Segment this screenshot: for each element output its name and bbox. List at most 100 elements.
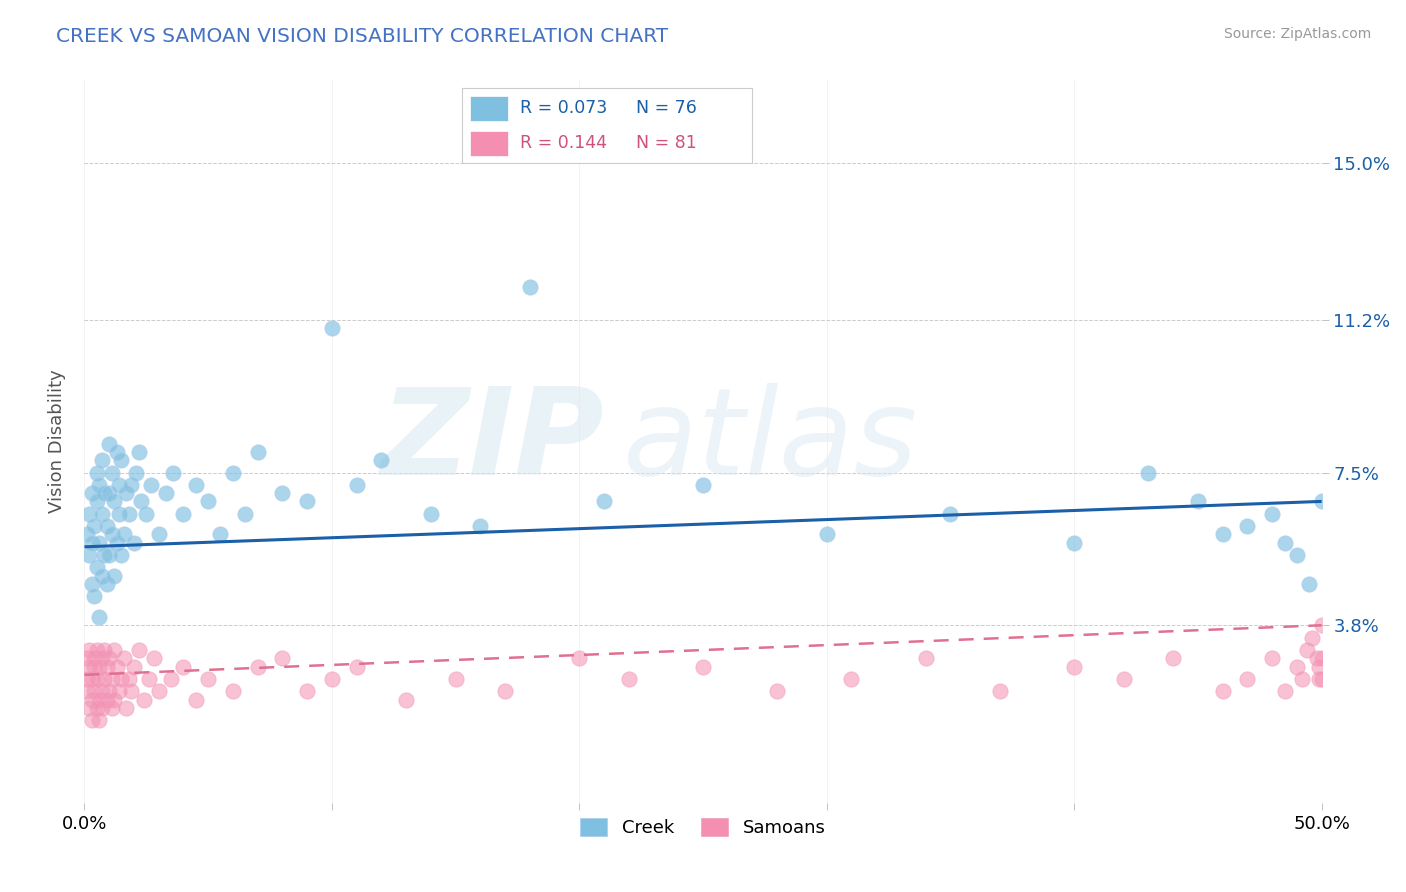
Legend: Creek, Samoans: Creek, Samoans [574, 811, 832, 845]
Point [129, 494, 152, 508]
Point [103, 568, 125, 582]
Point [125, 466, 148, 480]
Point [112, 651, 135, 665]
Point [1310, 494, 1333, 508]
Text: CREEK VS SAMOAN VISION DISABILITY CORRELATION CHART: CREEK VS SAMOAN VISION DISABILITY CORREL… [56, 27, 668, 45]
Point [1285, 659, 1308, 673]
Point [395, 692, 418, 706]
Point [83, 684, 105, 698]
Point [321, 672, 343, 686]
Point [98, 548, 121, 562]
Point [90, 651, 112, 665]
Point [321, 321, 343, 335]
Point [80, 535, 103, 549]
Point [1112, 672, 1135, 686]
Point [1063, 535, 1085, 549]
Point [138, 672, 160, 686]
Point [76, 672, 98, 686]
Point [128, 445, 150, 459]
Point [1310, 672, 1333, 686]
Point [141, 478, 163, 492]
Point [1305, 651, 1327, 665]
Point [76, 651, 98, 665]
Point [1236, 519, 1258, 533]
Point [86, 701, 108, 715]
Point [100, 527, 122, 541]
Point [1295, 643, 1317, 657]
Point [246, 659, 269, 673]
Point [1308, 672, 1330, 686]
Point [79, 643, 101, 657]
Point [89, 659, 111, 673]
Point [1187, 494, 1209, 508]
Point [122, 659, 145, 673]
Point [89, 610, 111, 624]
Point [470, 519, 492, 533]
Point [108, 478, 131, 492]
Text: ZIP: ZIP [380, 383, 605, 500]
Point [105, 659, 128, 673]
Point [1137, 466, 1160, 480]
Point [80, 577, 103, 591]
Point [100, 466, 122, 480]
Point [939, 507, 962, 521]
Point [1308, 659, 1330, 673]
Point [197, 494, 219, 508]
Point [370, 453, 392, 467]
Point [98, 684, 121, 698]
Point [135, 507, 157, 521]
Point [593, 494, 616, 508]
Point [80, 692, 103, 706]
Text: atlas: atlas [623, 383, 918, 500]
Point [79, 659, 101, 673]
Point [142, 651, 165, 665]
Point [110, 672, 132, 686]
Point [233, 507, 256, 521]
Point [80, 486, 103, 500]
Point [914, 651, 936, 665]
Point [222, 684, 245, 698]
Point [120, 684, 142, 698]
Y-axis label: Vision Disability: Vision Disability [48, 369, 66, 514]
Point [1212, 527, 1234, 541]
Point [132, 692, 155, 706]
Point [128, 643, 150, 657]
Point [86, 643, 108, 657]
Point [90, 701, 112, 715]
Point [86, 560, 108, 574]
Point [271, 486, 294, 500]
Point [108, 684, 131, 698]
Point [568, 651, 591, 665]
Point [1285, 548, 1308, 562]
Point [815, 527, 838, 541]
Point [222, 466, 245, 480]
Point [1301, 631, 1323, 645]
Point [766, 684, 789, 698]
Point [79, 701, 101, 715]
Point [184, 478, 207, 492]
Point [692, 659, 714, 673]
Text: Source: ZipAtlas.com: Source: ZipAtlas.com [1223, 27, 1371, 41]
Point [93, 643, 115, 657]
Point [110, 453, 132, 467]
Point [118, 507, 141, 521]
Point [98, 651, 121, 665]
Point [1261, 651, 1284, 665]
Point [1274, 535, 1296, 549]
Point [1161, 651, 1184, 665]
Point [90, 684, 112, 698]
Point [100, 701, 122, 715]
Point [89, 692, 111, 706]
Point [1291, 672, 1313, 686]
Point [90, 453, 112, 467]
Point [148, 684, 170, 698]
Point [89, 535, 111, 549]
Point [90, 507, 112, 521]
Point [83, 519, 105, 533]
Point [1310, 618, 1333, 632]
Point [112, 527, 135, 541]
Point [692, 478, 714, 492]
Point [98, 486, 121, 500]
Point [617, 672, 640, 686]
Point [103, 494, 125, 508]
